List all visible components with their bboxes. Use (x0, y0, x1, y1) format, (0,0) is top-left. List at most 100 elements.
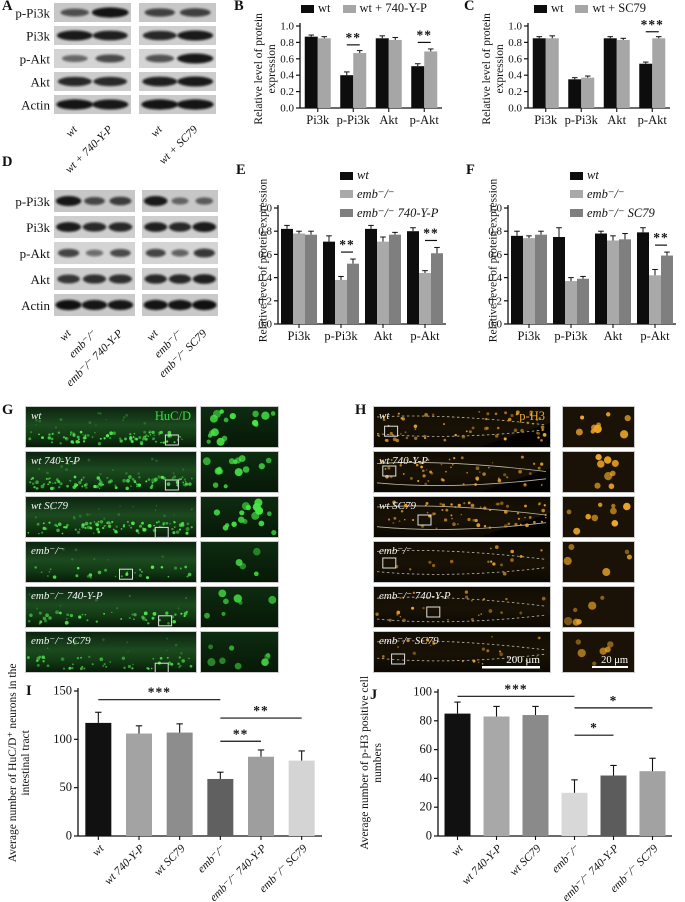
legend-C: wt wt + SC79 (498, 1, 682, 16)
micrograph-label: wt SC79 (379, 500, 416, 512)
protein-band (81, 299, 108, 311)
bar (639, 771, 666, 836)
bar (595, 233, 607, 324)
bar (85, 722, 112, 836)
protein-band (108, 274, 133, 284)
blot-row-label: p-Akt (20, 246, 51, 261)
cell-dots (207, 644, 271, 670)
bar (616, 39, 630, 108)
bar-chart-B: 0.0 0.2 0.4 0.6 0.8 1.0 Pi3k p-Pi3k Akt p-Akt ** ** (268, 18, 448, 136)
scale-bar-label: 200 μm (506, 654, 540, 666)
protein-band (177, 76, 214, 87)
protein-band (60, 8, 90, 17)
chart-svg-F: 0.0 0.2 0.4 0.6 0.8 1.0 Pi3k p-Pi3k Akt p-Akt ** (488, 203, 676, 343)
micrograph-H-main-5: emb⁻/⁻ SC79 200 μm (373, 631, 551, 673)
protein-band (167, 299, 193, 311)
svg-text:0.2: 0.2 (280, 86, 294, 98)
bar (545, 38, 559, 108)
micrograph-H-inset-0 (562, 406, 635, 448)
bar (568, 79, 582, 108)
cell-dots (27, 593, 189, 625)
chart-svg-E: 0.0 0.2 0.4 0.6 0.8 1.0 Pi3k p-Pi3k Akt p-Akt ** ** (258, 203, 446, 343)
blot-strip (54, 72, 131, 91)
svg-text:20: 20 (420, 800, 433, 814)
inset-marker-box (382, 557, 397, 569)
cell-dots (380, 455, 544, 487)
inset-marker-box (417, 514, 432, 526)
protein-band (108, 222, 133, 232)
micrograph-label: emb⁻/⁻ 740-Y-P (379, 590, 451, 602)
panel-letter-I: I (26, 683, 32, 699)
svg-text:0.4: 0.4 (488, 272, 502, 284)
cell-dots (375, 590, 546, 623)
svg-text:60: 60 (420, 742, 433, 756)
bar (353, 53, 367, 108)
panel-D: D p-Pi3k Pi3k p-Akt Akt Actin wt emb⁻/⁻ emb⁻/⁻ … (0, 150, 228, 398)
cell-dots (566, 502, 631, 535)
significance-asterisks: ** (233, 726, 249, 741)
legend-item: emb⁻/⁻ (570, 186, 655, 202)
svg-text:Akt: Akt (607, 113, 626, 127)
blot-strip (54, 49, 131, 68)
micrograph-G-main-1: wt 740-Y-P (25, 451, 197, 493)
bar (639, 63, 653, 108)
micrograph-label: wt (379, 410, 390, 422)
inset-marker-box (426, 606, 441, 618)
micrograph-G-main-2: wt SC79 (25, 496, 197, 538)
significance-asterisks: * (610, 693, 618, 708)
protein-band (57, 76, 92, 87)
svg-text:0.0: 0.0 (258, 319, 272, 331)
panel-letter-C: C (464, 0, 475, 14)
panel-letter-E: E (236, 162, 246, 178)
bar (248, 756, 274, 836)
protein-band (143, 196, 168, 206)
protein-band (192, 274, 216, 284)
protein-band (141, 99, 179, 110)
svg-text:p-Akt: p-Akt (410, 329, 440, 343)
svg-text:0.4: 0.4 (280, 70, 294, 82)
protein-band (168, 274, 192, 284)
cell-dots (213, 498, 277, 536)
blot-row-label: Akt (31, 272, 51, 287)
bar (649, 275, 661, 324)
chart-svg-C: 0.0 0.2 0.4 0.6 0.8 1.0 Pi3k p-Pi3k Akt p-Akt *** (508, 17, 670, 127)
panel-J: J Average number of p-H3 positive cell n… (340, 676, 685, 902)
legend-swatch (340, 171, 353, 180)
micrograph-label: emb⁻/⁻ (31, 545, 64, 557)
svg-text:0.4: 0.4 (508, 70, 522, 82)
panel-letter-J: J (370, 687, 378, 703)
cell-dots (28, 412, 183, 446)
micrograph-H-inset-1 (562, 451, 635, 493)
bar (207, 778, 234, 836)
cell-dots (34, 547, 192, 580)
bar (377, 241, 389, 324)
micrograph-label: wt 740-Y-P (379, 455, 428, 467)
cell-dots (202, 455, 272, 489)
legend-item: emb⁻/⁻ 740-Y-P (340, 205, 438, 221)
significance-asterisks: ** (417, 27, 433, 42)
lane-label: wt (149, 123, 166, 140)
blot-row-label: Actin (21, 298, 50, 313)
blot-row-label: Actin (21, 98, 50, 113)
legend-item: wt (570, 168, 655, 183)
micrograph-G-main-5: emb⁻/⁻ SC79 (25, 631, 197, 673)
cell-dots (563, 544, 632, 576)
inset-marker-box (384, 425, 399, 437)
legend-swatch (301, 4, 315, 13)
micrograph-G-inset-1 (200, 451, 279, 493)
svg-text:emb⁻/⁻: emb⁻/⁻ (550, 843, 583, 876)
svg-text:Akt: Akt (379, 113, 398, 127)
svg-text:emb⁻/⁻: emb⁻/⁻ (196, 843, 229, 876)
micrograph-label: emb⁻/⁻ SC79 (379, 635, 439, 647)
bar (340, 75, 354, 108)
micrograph-G-main-3: emb⁻/⁻ (25, 541, 197, 583)
protein-band (56, 30, 93, 41)
cell-dots (594, 453, 619, 490)
protein-band (177, 53, 214, 64)
bar (553, 237, 565, 324)
legend-item: emb⁻/⁻ (340, 186, 438, 202)
panel-letter-G: G (2, 402, 14, 418)
bar (603, 38, 617, 108)
protein-band (179, 8, 211, 17)
